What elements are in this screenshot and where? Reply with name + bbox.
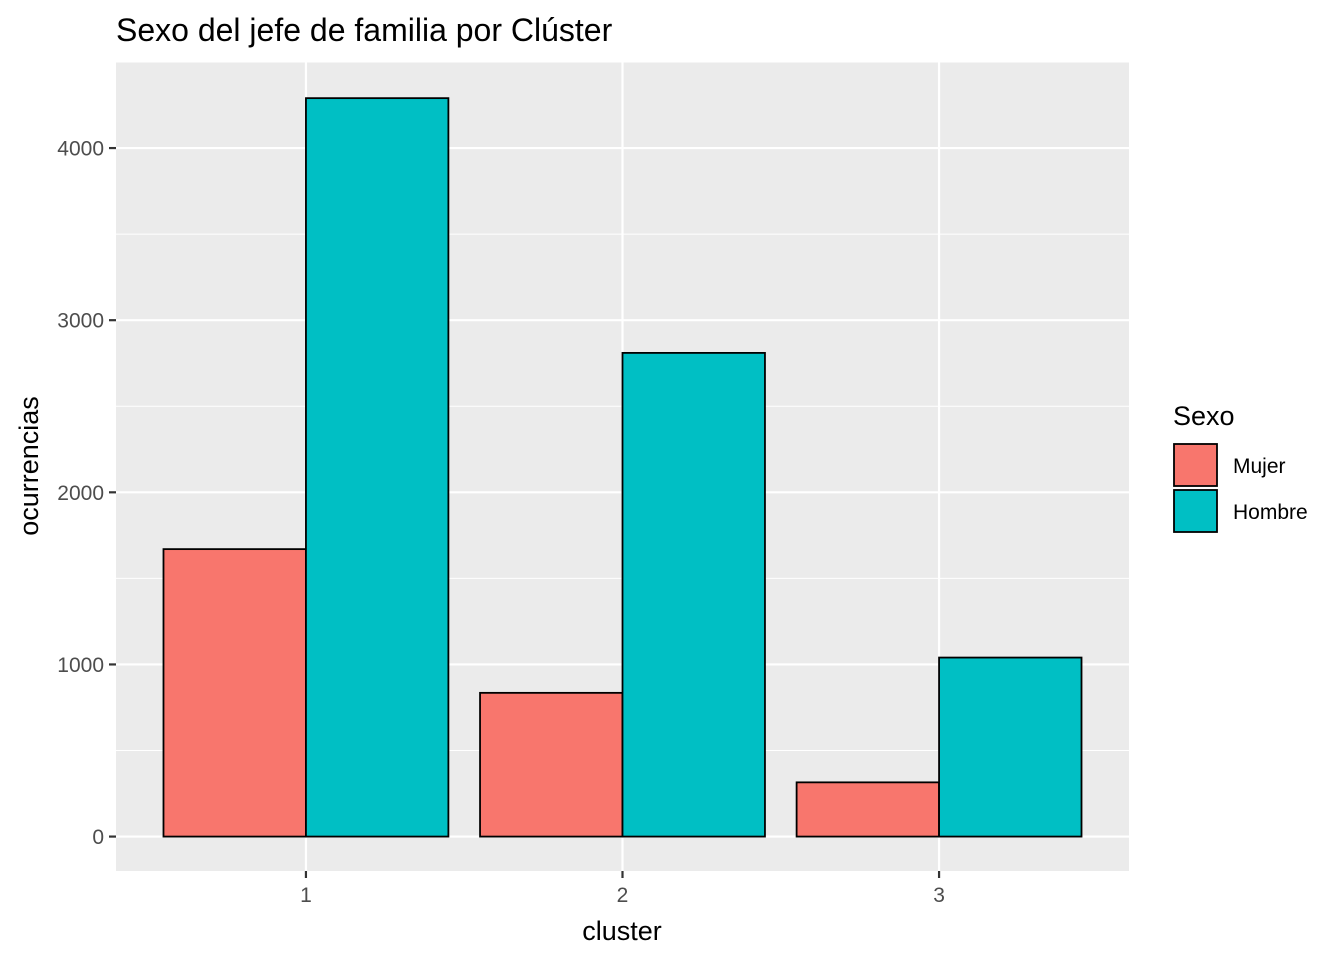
- y-tick-label: 4000: [57, 138, 104, 161]
- bar-mujer-cluster-3: [795, 781, 940, 838]
- legend-key-mujer: [1173, 443, 1218, 487]
- legend-label-hombre: Hombre: [1233, 501, 1308, 524]
- bar-mujer-cluster-2: [479, 691, 624, 838]
- legend-key-hombre: [1173, 489, 1218, 533]
- x-tick-label: 2: [617, 884, 629, 907]
- legend-title: Sexo: [1173, 401, 1235, 431]
- chart-title: Sexo del jefe de familia por Clúster: [116, 12, 613, 48]
- legend: Sexo Mujer Hombre: [1173, 401, 1308, 533]
- plot-panel: [116, 61, 1129, 871]
- x-axis: 1 2 3: [300, 871, 945, 907]
- x-tick-label: 3: [933, 884, 945, 907]
- y-axis-title: ocurrencias: [14, 396, 44, 536]
- bar-mujer-cluster-1: [162, 548, 307, 838]
- bars: [162, 97, 1083, 838]
- y-tick-label: 0: [92, 826, 104, 849]
- y-tick-label: 1000: [57, 654, 104, 677]
- x-tick-label: 1: [300, 884, 312, 907]
- y-axis: 0 1000 2000 3000 4000: [57, 138, 116, 849]
- y-tick-label: 3000: [57, 310, 104, 333]
- bar-hombre-cluster-3: [938, 656, 1083, 838]
- x-axis-title: cluster: [582, 916, 662, 946]
- bar-hombre-cluster-1: [305, 97, 450, 838]
- legend-items: Mujer Hombre: [1173, 443, 1308, 533]
- y-tick-label: 2000: [57, 482, 104, 505]
- bar-hombre-cluster-2: [621, 351, 766, 838]
- legend-label-mujer: Mujer: [1233, 455, 1286, 478]
